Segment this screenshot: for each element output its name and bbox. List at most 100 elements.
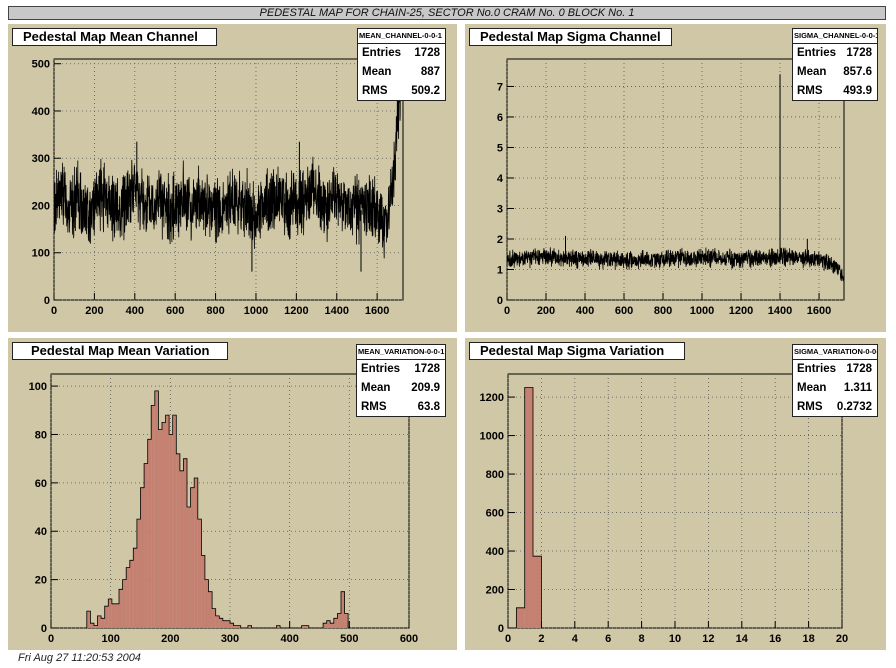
histogram-bar [133,548,137,628]
histogram-bar [197,519,202,628]
histogram-bar [104,606,109,628]
x-tick-label: 14 [736,633,749,645]
y-tick-label: 2 [497,234,503,246]
plot-frame [50,373,410,629]
histogram-bar [533,556,542,628]
histogram-bar [340,591,345,628]
channel-trace-line [53,58,404,259]
x-tick-label: 0 [51,305,57,317]
entries-value: 1728 [846,363,872,375]
histogram-bar [122,579,127,628]
stats-box-name: SIGMA_VARIATION-0-0-1 [793,345,877,360]
pad-title-mean-variation: Pedestal Map Mean Variation [12,342,228,360]
stats-box-sigma-variation: SIGMA_VARIATION-0-0-1 Entries 1728 Mean 1.… [792,344,878,417]
histogram-bar [222,620,227,628]
y-tick-label: 80 [35,429,47,441]
histogram-bar [144,463,148,628]
y-tick-label: 60 [35,478,47,490]
stats-mean-row: Mean 1.311 [793,379,877,398]
rms-label: RMS [797,401,823,413]
entries-value: 1728 [414,363,440,375]
x-tick-label: 600 [615,305,633,317]
y-tick-label: 400 [32,106,50,118]
y-tick-label: 7 [497,81,503,93]
histogram-bar [140,487,145,628]
channel-trace-line [506,247,845,282]
histogram-bar [204,579,209,628]
histogram-outline [86,390,349,629]
histogram-bar [108,598,112,628]
histogram-bar [169,434,173,628]
plot-mean-variation: 0 100 200 300 400 500 600 0 20 40 60 80 100 [29,373,418,645]
mean-label: Mean [361,382,391,394]
pad-title-sigma-variation: Pedestal Map Sigma Variation [469,342,685,360]
pad-mean-channel: 0 200 400 600 800 1000 1200 1400 1600 0 100 200 300 4… [8,24,457,332]
x-tick-label: 600 [400,633,418,645]
x-tick-label: 1600 [807,305,831,317]
histogram-bar [215,615,220,628]
x-tick-label: 0 [504,305,510,317]
histogram-bar [226,620,230,628]
y-tick-label: 100 [29,381,47,393]
stats-box-name: SIGMA_CHANNEL-0-0-1 [793,29,877,44]
y-tick-label: 1 [497,264,503,276]
pad-sigma-variation: 0 2 4 6 8 10 12 14 16 18 20 0 200 400 600 800 1000 1200 P… [465,338,886,650]
histogram-bar [97,615,102,628]
x-tick-label: 200 [161,633,179,645]
entries-value: 1728 [846,47,872,59]
y-tick-label: 0 [497,295,503,307]
x-tick-label: 400 [576,305,594,317]
x-tick-label: 1000 [244,305,268,317]
x-tick-label: 6 [605,633,611,645]
x-tick-label: 8 [639,633,645,645]
stats-entries-row: Entries 1728 [793,44,877,63]
histogram-bar [230,623,234,628]
mean-label: Mean [362,66,392,78]
mean-value: 1.311 [843,382,872,394]
pad-title-mean-channel: Pedestal Map Mean Channel [12,28,217,46]
stats-box-mean-variation: MEAN_VARIATION-0-0-1 Entries 1728 Mean 209… [356,344,446,417]
x-tick-label: 0 [505,633,511,645]
y-tick-label: 1200 [480,392,504,404]
histogram-bar [161,422,166,628]
histogram-bar [179,470,184,628]
x-tick-label: 400 [280,633,298,645]
x-tick-label: 2 [538,633,544,645]
x-tick-label: 20 [836,633,848,645]
stats-rms-row: RMS 63.8 [357,398,445,417]
x-tick-label: 800 [206,305,224,317]
histogram-bar [147,439,152,628]
histogram-bar [190,487,195,628]
histogram-bar [516,607,525,628]
histogram-bar [247,625,252,628]
histogram-bar [524,387,534,628]
y-tick-label: 200 [486,585,504,597]
x-tick-label: 500 [340,633,358,645]
histogram-bar [115,603,120,628]
pad-sigma-channel: 0 200 400 600 800 1000 1200 1400 1600 0 1 2 3 4 5 6 7 Pe… [465,24,886,332]
stats-mean-row: Mean 857.6 [793,63,877,82]
x-tick-label: 18 [802,633,814,645]
y-tick-label: 4 [497,173,504,185]
timestamp-footer: Fri Aug 27 11:20:53 2004 [18,652,141,664]
y-tick-label: 200 [32,200,50,212]
histogram-bar [90,623,94,628]
stats-mean-row: Mean 209.9 [357,379,445,398]
x-tick-label: 1200 [729,305,753,317]
x-tick-label: 600 [166,305,184,317]
histogram-bar [93,625,98,628]
x-tick-label: 1400 [768,305,792,317]
rms-label: RMS [797,85,823,97]
y-tick-label: 1000 [480,431,504,443]
entries-label: Entries [797,47,836,59]
stats-box-name: MEAN_VARIATION-0-0-1 [357,345,445,360]
histogram-bar [165,415,170,628]
entries-label: Entries [361,363,400,375]
histogram-bar [219,618,223,628]
x-tick-label: 10 [669,633,681,645]
pad-title-sigma-channel: Pedestal Map Sigma Channel [469,28,672,46]
stats-box-sigma-channel: SIGMA_CHANNEL-0-0-1 Entries 1728 Mean 857.… [792,28,878,101]
rms-label: RMS [361,401,387,413]
histogram-bar [301,625,306,628]
histogram-bar [129,560,134,628]
